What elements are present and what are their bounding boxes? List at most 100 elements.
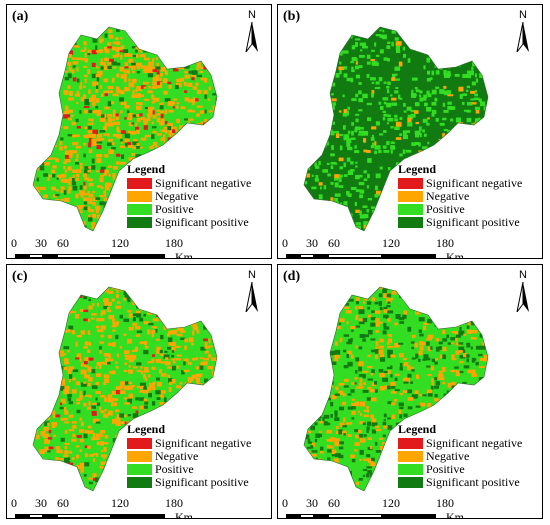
scale-segment <box>328 514 382 518</box>
scale-segment <box>300 514 314 518</box>
scale-tick-label: 180 <box>165 236 183 250</box>
legend: Legend Significant negative Negative Pos… <box>127 422 271 489</box>
scale-unit: Km <box>175 250 193 259</box>
scale-unit: Km <box>446 510 464 519</box>
legend-label: Significant positive <box>155 215 249 229</box>
legend-title: Legend <box>127 422 166 436</box>
legend-swatch <box>127 217 152 228</box>
legend: Legend Significant negative Negative Pos… <box>398 422 542 489</box>
scale-tick-label: 60 <box>57 496 69 510</box>
legend-swatch <box>127 204 152 215</box>
legend-swatch <box>127 178 152 189</box>
legend-label: Negative <box>155 449 199 463</box>
legend-item: Positive <box>398 203 542 216</box>
legend-label: Negative <box>426 449 470 463</box>
legend-label: Significant positive <box>426 475 520 489</box>
scale-segment <box>314 514 328 518</box>
map-panel-c: (c) N Legend Significant negative Negati… <box>6 264 272 519</box>
legend: Legend Significant negative Negative Pos… <box>127 162 271 229</box>
legend-item: Significant negative <box>127 177 271 190</box>
legend-label: Positive <box>426 462 465 476</box>
scale-segment <box>43 514 57 518</box>
legend-title: Legend <box>127 162 166 176</box>
region-map <box>303 286 489 492</box>
scale-tick-label: 30 <box>306 496 318 510</box>
legend-swatch <box>398 477 423 488</box>
legend-swatch <box>127 438 152 449</box>
scale-segment <box>15 254 29 258</box>
legend-item: Positive <box>127 203 271 216</box>
legend-item: Negative <box>398 190 542 203</box>
scale-unit: Km <box>446 250 464 259</box>
scale-segment <box>382 254 436 258</box>
legend-label: Positive <box>155 202 194 216</box>
legend-swatch <box>127 464 152 475</box>
north-arrow: N <box>241 9 263 53</box>
scale-bar: 0 30 60 120 180 Km <box>282 236 464 259</box>
legend-item: Positive <box>398 463 542 476</box>
region-map <box>32 26 218 232</box>
region-boundary <box>303 26 489 232</box>
legend-label: Significant negative <box>426 436 523 450</box>
legend-swatch <box>127 191 152 202</box>
scale-tick-label: 0 <box>11 236 17 250</box>
legend-item: Significant negative <box>127 437 271 450</box>
region-boundary <box>32 26 218 232</box>
scale-segment <box>15 514 29 518</box>
scale-tick-label: 0 <box>11 496 17 510</box>
legend-label: Significant negative <box>155 176 252 190</box>
north-label: N <box>519 269 527 281</box>
legend-label: Positive <box>426 202 465 216</box>
panel-label: (a) <box>12 9 29 24</box>
panel-label: (d) <box>283 269 301 284</box>
legend-item: Negative <box>398 450 542 463</box>
scale-segment <box>43 254 57 258</box>
map-panel-a: (a) N Legend Significant negative Negati… <box>6 4 272 259</box>
scale-segment <box>286 514 300 518</box>
map-region-fill <box>304 287 488 491</box>
region-map <box>32 286 218 492</box>
scale-segment <box>314 254 328 258</box>
north-arrow-icon <box>245 22 258 52</box>
legend-title: Legend <box>398 422 437 436</box>
scale-segment <box>29 254 43 258</box>
scale-tick-label: 120 <box>111 236 129 250</box>
scale-tick-label: 30 <box>35 496 47 510</box>
legend-label: Negative <box>155 189 199 203</box>
north-label: N <box>519 9 527 21</box>
scale-tick-label: 60 <box>57 236 69 250</box>
map-region-fill <box>33 27 217 231</box>
legend-label: Negative <box>426 189 470 203</box>
panel-label: (c) <box>12 269 28 284</box>
legend-swatch <box>398 204 423 215</box>
legend-swatch <box>398 451 423 462</box>
scale-bar: 0 30 60 120 180 Km <box>11 236 193 259</box>
legend-item: Significant positive <box>127 216 271 229</box>
scale-segment <box>300 254 314 258</box>
legend-label: Significant negative <box>426 176 523 190</box>
legend-swatch <box>398 438 423 449</box>
north-label: N <box>248 9 256 21</box>
region-boundary <box>32 286 218 492</box>
scale-segment <box>328 254 382 258</box>
legend-swatch <box>398 217 423 228</box>
north-label: N <box>248 269 256 281</box>
scale-bar: 0 30 60 120 180 Km <box>282 496 464 519</box>
north-arrow-icon <box>516 22 529 52</box>
scale-tick-label: 180 <box>436 236 454 250</box>
region-map <box>303 26 489 232</box>
legend-item: Significant positive <box>398 216 542 229</box>
scale-bar: 0 30 60 120 180 Km <box>11 496 193 518</box>
scale-tick-label: 30 <box>306 236 318 250</box>
legend-swatch <box>127 477 152 488</box>
scale-tick-label: 120 <box>382 236 400 250</box>
scale-tick-label: 120 <box>382 496 400 510</box>
legend-item: Significant negative <box>398 437 542 450</box>
legend-swatch <box>398 464 423 475</box>
legend-swatch <box>398 178 423 189</box>
scale-segment <box>57 514 111 518</box>
north-arrow-icon <box>245 282 258 312</box>
scale-tick-label: 30 <box>35 236 47 250</box>
legend-title: Legend <box>398 162 437 176</box>
scale-tick-label: 120 <box>111 496 129 510</box>
